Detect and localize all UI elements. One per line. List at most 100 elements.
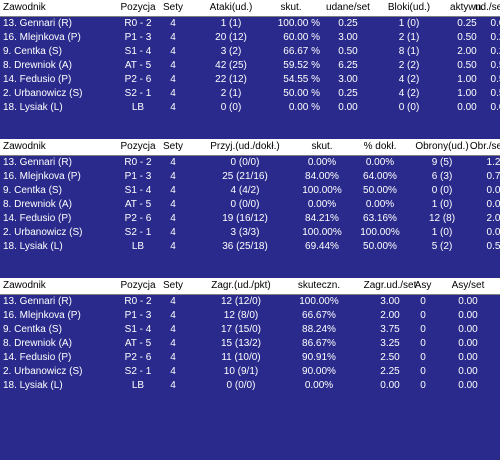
- table-row[interactable]: 18. Lysiak (L) LB 4 0 (0/0) 0.00% 0.00 0 0.00: [0, 379, 500, 393]
- cell-eff: 84.00%: [305, 171, 339, 182]
- column-header-digs[interactable]: Obrony(ud.): [415, 141, 469, 152]
- cell-digset: 0.00: [486, 185, 500, 196]
- table-row[interactable]: 16. Mlejnkova (P) P1 - 3 4 25 (21/16) 84.00%…: [0, 170, 500, 184]
- column-header-player[interactable]: Zawodnik: [3, 280, 46, 291]
- cell-player: 8. Drewniok (A): [3, 60, 72, 71]
- cell-receptions: 19 (16/12): [222, 213, 268, 224]
- column-header-serves[interactable]: Zagr.(ud./pkt): [211, 280, 271, 291]
- column-header-eff[interactable]: skut.: [311, 141, 333, 152]
- table-row[interactable]: 16. Mlejnkova (P) P1 - 3 4 12 (8/0) 66.67% 2.…: [0, 309, 500, 323]
- cell-aces: 0: [420, 352, 426, 363]
- table-row[interactable]: 2. Urbanowicz (S) S2 - 1 4 2 (1) 50.00 % 0.25…: [0, 87, 500, 101]
- cell-sets: 4: [170, 338, 176, 349]
- table-row[interactable]: 13. Gennari (R) R0 - 2 4 0 (0/0) 0.00% 0.00% 9…: [0, 156, 500, 170]
- table-row[interactable]: 14. Fedusio (P) P2 - 6 4 11 (10/0) 90.91% 2.5…: [0, 351, 500, 365]
- table-row[interactable]: 9. Centka (S) S1 - 4 4 17 (15/0) 88.24% 3.75 0…: [0, 323, 500, 337]
- column-header-pos[interactable]: Pozycja: [120, 2, 156, 13]
- column-header-digset[interactable]: Obr./se: [469, 141, 500, 152]
- table-row[interactable]: 2. Urbanowicz (S) S2 - 1 4 3 (3/3) 100.00% 10…: [0, 226, 500, 240]
- cell-digs: 9 (5): [431, 157, 453, 168]
- cell-pos: P1 - 3: [124, 310, 152, 321]
- cell-player: 13. Gennari (R): [3, 18, 72, 29]
- column-header-active[interactable]: aktywn.: [450, 2, 484, 13]
- table-row[interactable]: 8. Drewniok (A) AT - 5 4 42 (25) 59.52 % 6.25…: [0, 59, 500, 73]
- cell-aces: 0: [420, 338, 426, 349]
- cell-attacks: 1 (1): [220, 18, 242, 29]
- column-header-eff[interactable]: skuteczn.: [297, 280, 341, 291]
- column-header-attacks[interactable]: Ataki(ud.): [209, 2, 253, 13]
- column-header-receptions[interactable]: Przyj.(ud./dokł.): [210, 141, 280, 152]
- cell-udset: 0.00: [490, 18, 500, 29]
- cell-aces: 0: [420, 310, 426, 321]
- column-header-serveset[interactable]: Zagr.ud./set: [363, 280, 417, 291]
- cell-attacks: 3 (2): [220, 46, 242, 57]
- cell-accuracy: 63.16%: [363, 213, 397, 224]
- cell-accuracy: 100.00%: [360, 227, 400, 238]
- column-header-udset[interactable]: ud./set: [474, 2, 500, 13]
- cell-accuracy: 0.00%: [365, 157, 395, 168]
- column-header-sets[interactable]: Sety: [162, 2, 183, 13]
- table-row[interactable]: 13. Gennari (R) R0 - 2 4 12 (12/0) 100.00% 3.…: [0, 295, 500, 309]
- cell-serves: 12 (8/0): [223, 310, 259, 321]
- cell-digset: 0.50: [486, 241, 500, 252]
- cell-receptions: 4 (4/2): [230, 185, 260, 196]
- cell-serveset: 3.25: [380, 338, 400, 349]
- table-row[interactable]: 18. Lysiak (L) LB 4 36 (25/18) 69.44% 50.00% 5…: [0, 240, 500, 254]
- cell-serves: 10 (9/1): [223, 366, 259, 377]
- table-row[interactable]: 9. Centka (S) S1 - 4 4 3 (2) 66.67 % 0.50 8 (1…: [0, 45, 500, 59]
- table-row[interactable]: 14. Fedusio (P) P2 - 6 4 19 (16/12) 84.21% 63…: [0, 212, 500, 226]
- cell-attacks: 2 (1): [220, 88, 242, 99]
- column-header-player[interactable]: Zawodnik: [3, 141, 46, 152]
- cell-player: 9. Centka (S): [3, 46, 62, 57]
- cell-player: 16. Mlejnkova (P): [3, 171, 81, 182]
- column-header-perset[interactable]: udane/set: [326, 2, 370, 13]
- column-header-blocks[interactable]: Bloki(ud.): [387, 2, 431, 13]
- cell-pos: P2 - 6: [124, 213, 152, 224]
- cell-aceset: 0.00: [458, 380, 478, 391]
- cell-eff: 60.00 %: [283, 32, 320, 43]
- cell-eff: 69.44%: [305, 241, 339, 252]
- cell-eff: 100.00%: [302, 227, 342, 238]
- cell-eff: 66.67%: [302, 310, 336, 321]
- cell-udset: 0.50: [490, 74, 500, 85]
- cell-serves: 11 (10/0): [221, 352, 261, 363]
- cell-eff: 100.00%: [299, 296, 339, 307]
- column-header-player[interactable]: Zawodnik: [3, 2, 46, 13]
- table-row[interactable]: 18. Lysiak (L) LB 4 0 (0) 0.00 % 0.00 0 (0) 0.0…: [0, 101, 500, 115]
- column-header-aceset[interactable]: Asy/set: [451, 280, 485, 291]
- table-row[interactable]: 8. Drewniok (A) AT - 5 4 15 (13/2) 86.67% 3.2…: [0, 337, 500, 351]
- column-header-sets[interactable]: Sety: [162, 280, 183, 291]
- cell-active: 0.50: [457, 60, 477, 71]
- cell-player: 9. Centka (S): [3, 324, 62, 335]
- table-row[interactable]: 9. Centka (S) S1 - 4 4 4 (4/2) 100.00% 50.00%…: [0, 184, 500, 198]
- column-header-eff[interactable]: skut.: [280, 2, 302, 13]
- cell-aces: 0: [420, 324, 426, 335]
- cell-digs: 0 (0): [431, 185, 453, 196]
- column-header-pos[interactable]: Pozycja: [120, 141, 156, 152]
- cell-serves: 17 (15/0): [220, 324, 262, 335]
- table-row[interactable]: 8. Drewniok (A) AT - 5 4 0 (0/0) 0.00% 0.00% 1…: [0, 198, 500, 212]
- cell-serveset: 0.00: [380, 380, 400, 391]
- cell-eff: 90.91%: [302, 352, 336, 363]
- cell-player: 18. Lysiak (L): [3, 102, 63, 113]
- cell-receptions: 3 (3/3): [230, 227, 260, 238]
- column-header-pos[interactable]: Pozycja: [120, 280, 156, 291]
- column-header-accuracy[interactable]: % dokł.: [363, 141, 397, 152]
- cell-sets: 4: [170, 213, 176, 224]
- column-header-aces[interactable]: Asy: [414, 280, 432, 291]
- cell-aceset: 0.00: [458, 352, 478, 363]
- cell-eff: 66.67 %: [283, 46, 320, 57]
- cell-sets: 4: [170, 18, 176, 29]
- table-row[interactable]: 16. Mlejnkova (P) P1 - 3 4 20 (12) 60.00 % 3.…: [0, 31, 500, 45]
- cell-digset: 1.25: [486, 157, 500, 168]
- column-header-sets[interactable]: Sety: [162, 141, 183, 152]
- cell-sets: 4: [170, 32, 176, 43]
- cell-accuracy: 50.00%: [363, 185, 397, 196]
- table-row[interactable]: 13. Gennari (R) R0 - 2 4 1 (1) 100.00 % 0.25 1…: [0, 17, 500, 31]
- cell-pos: P2 - 6: [124, 352, 152, 363]
- table-row[interactable]: 14. Fedusio (P) P2 - 6 4 22 (12) 54.55 % 3.00…: [0, 73, 500, 87]
- cell-udset: 0.50: [490, 60, 500, 71]
- cell-aceset: 0.00: [458, 324, 478, 335]
- table-row[interactable]: 2. Urbanowicz (S) S2 - 1 4 10 (9/1) 90.00% 2.…: [0, 365, 500, 379]
- cell-player: 14. Fedusio (P): [3, 74, 72, 85]
